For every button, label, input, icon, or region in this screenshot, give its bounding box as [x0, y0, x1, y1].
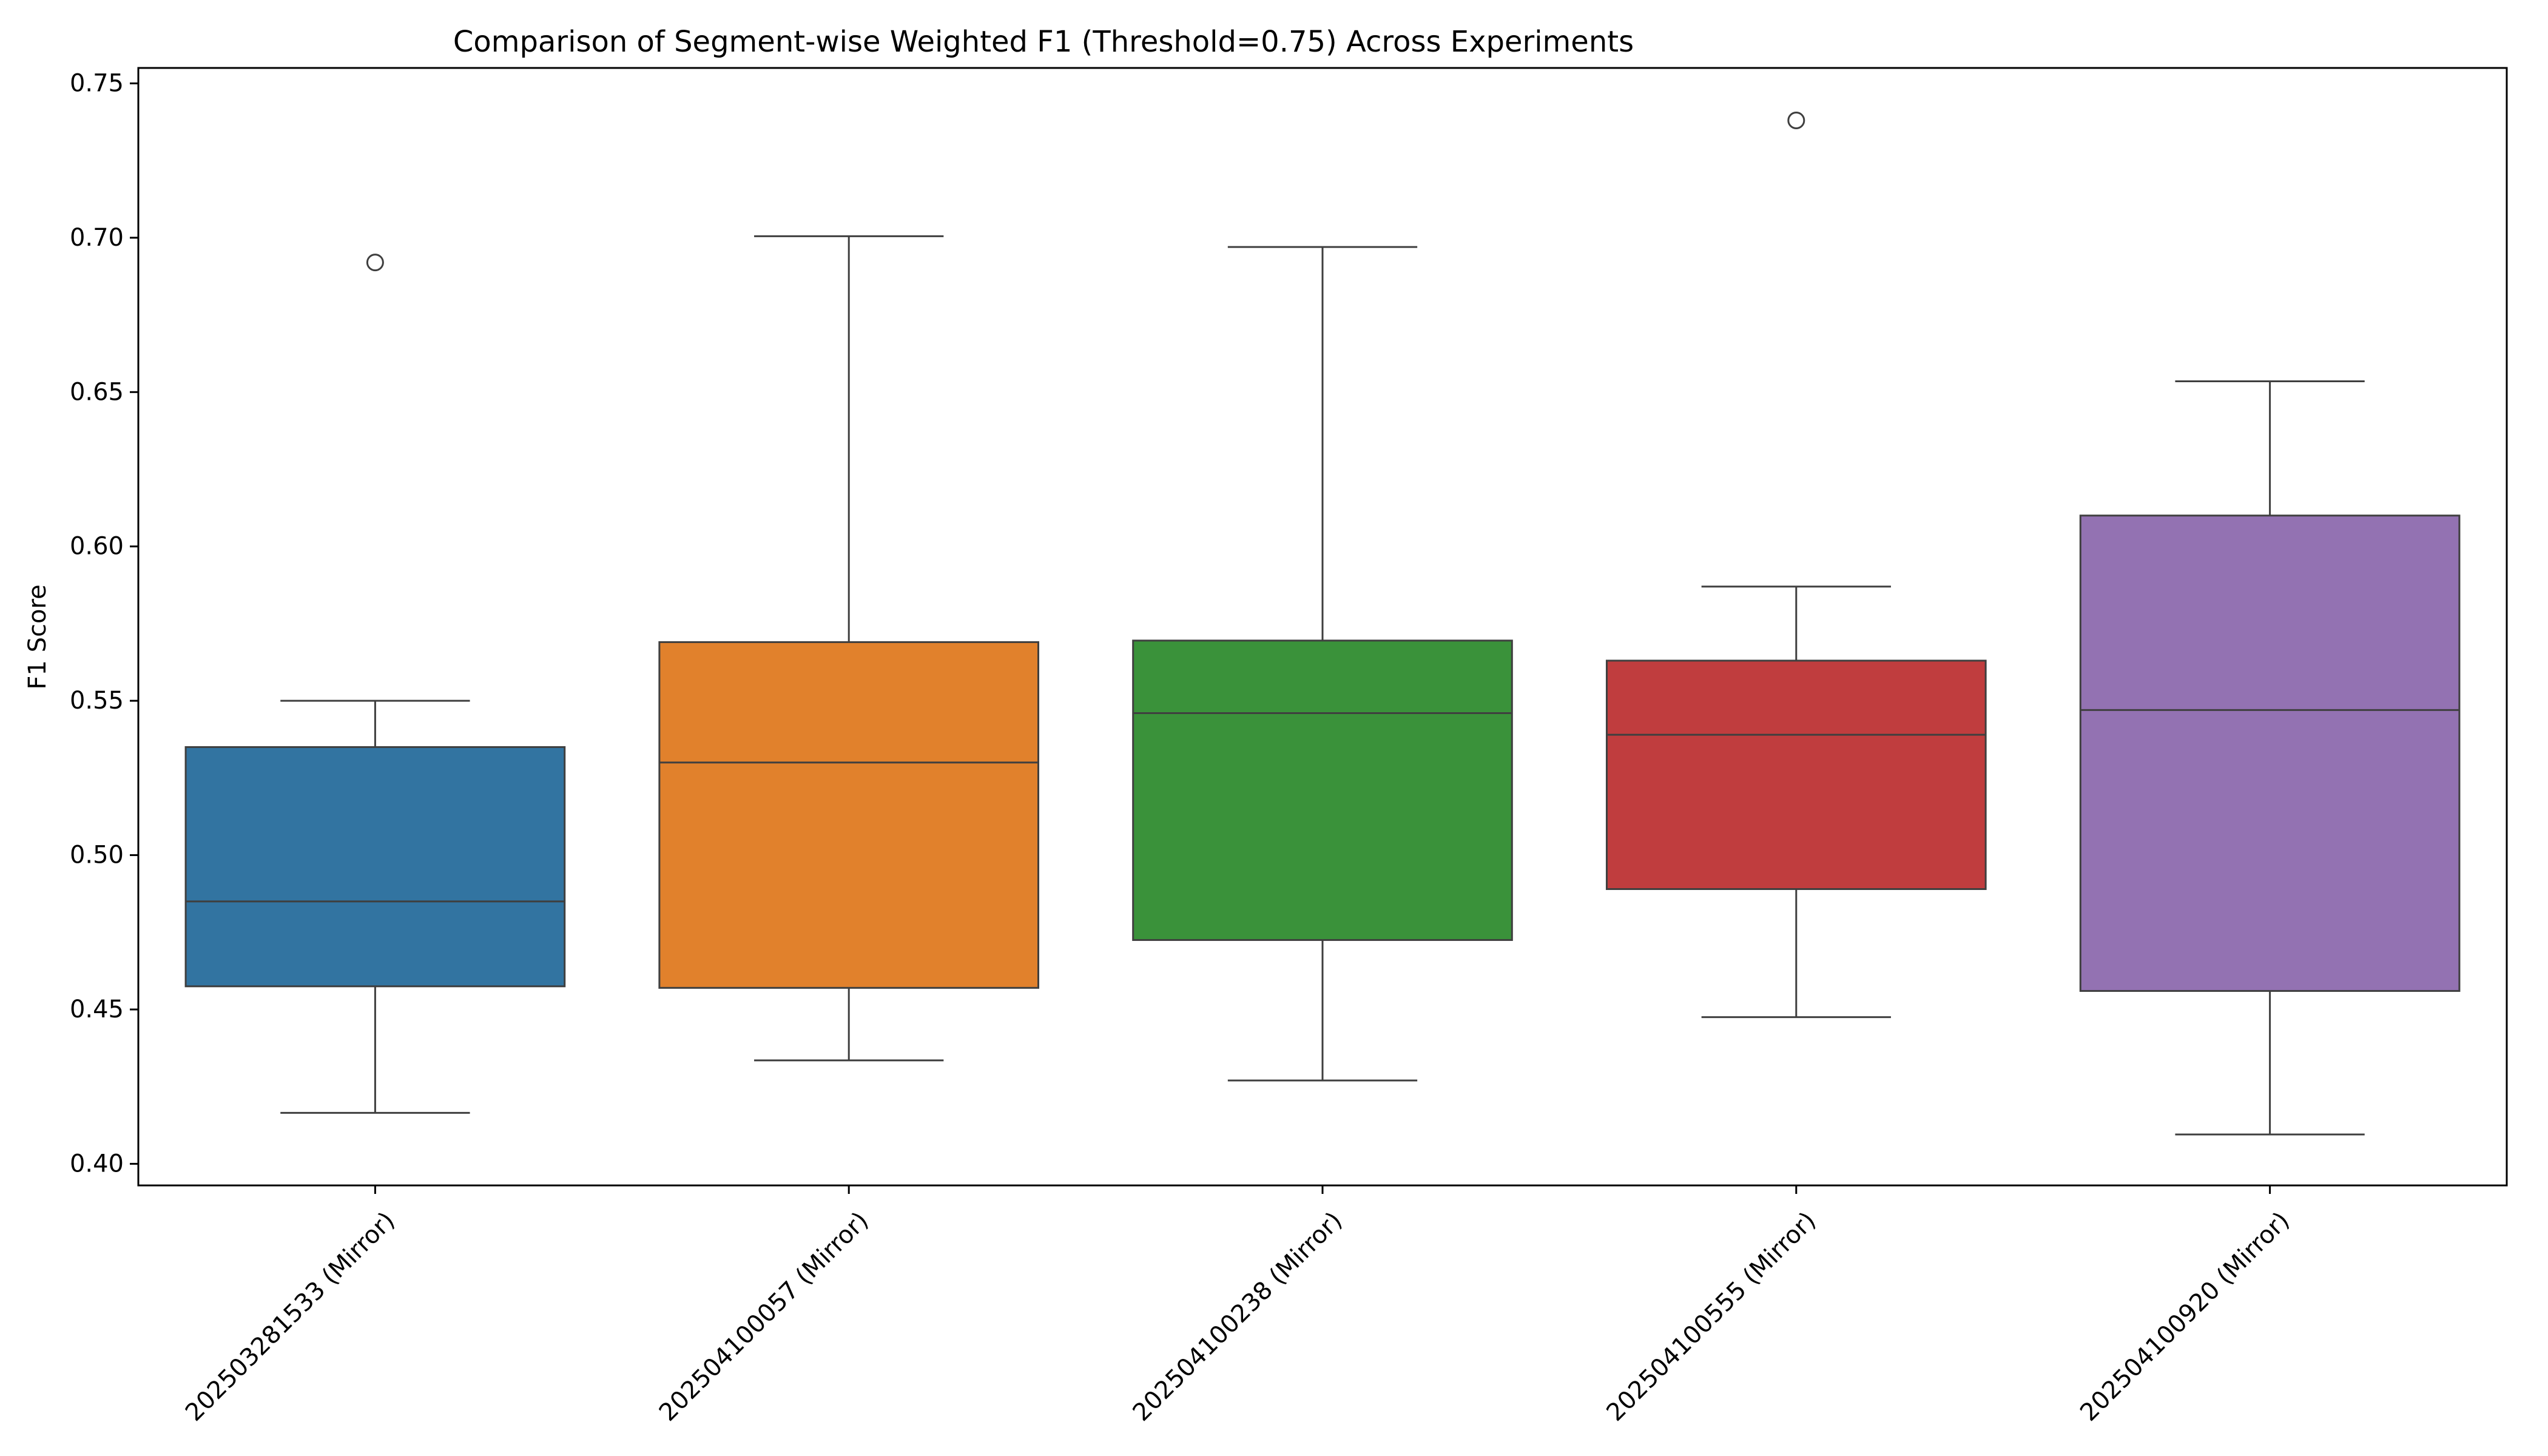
x-tick-label: 202504100238 (Mirror)	[1128, 1207, 1348, 1427]
box-group-5	[2079, 380, 2461, 1136]
y-tick-label: 0.70	[70, 224, 124, 252]
y-axis: 0.40 0.45 0.50 0.55 0.60 0.65 0.70 0.75	[70, 69, 138, 1178]
box-group-3	[1132, 246, 1513, 1082]
y-tick-label: 0.45	[70, 996, 124, 1023]
y-tick-label: 0.75	[70, 69, 124, 97]
x-tick-label: 202504100555 (Mirror)	[1601, 1207, 1821, 1427]
y-tick-label: 0.40	[70, 1150, 124, 1178]
chart-title: Comparison of Segment-wise Weighted F1 (…	[453, 25, 1634, 59]
plot-frame	[137, 67, 2508, 1187]
box-group-2	[658, 235, 1040, 1062]
y-tick-label: 0.65	[70, 378, 124, 406]
y-axis-label: F1 Score	[24, 584, 52, 689]
y-tick-label: 0.55	[70, 687, 124, 715]
box-iqr	[184, 746, 566, 988]
box-iqr	[1132, 639, 1513, 941]
boxes-layer	[184, 112, 2461, 1136]
box-iqr	[658, 641, 1040, 989]
outlier-point	[1787, 112, 1805, 130]
outlier-point	[366, 254, 384, 272]
y-tick-label: 0.60	[70, 533, 124, 561]
box-iqr	[1605, 659, 1987, 891]
x-tick-label: 202503281533 (Mirror)	[180, 1207, 400, 1427]
y-tick-label: 0.50	[70, 841, 124, 869]
x-tick-label: 202504100057 (Mirror)	[654, 1207, 874, 1427]
x-tick-label: 202504100920 (Mirror)	[2075, 1207, 2295, 1427]
box-group-4	[1605, 112, 1987, 1019]
x-axis: 202503281533 (Mirror) 202504100057 (Mirro…	[180, 1185, 2295, 1427]
box-group-1	[184, 254, 566, 1114]
box-iqr	[2079, 514, 2461, 992]
